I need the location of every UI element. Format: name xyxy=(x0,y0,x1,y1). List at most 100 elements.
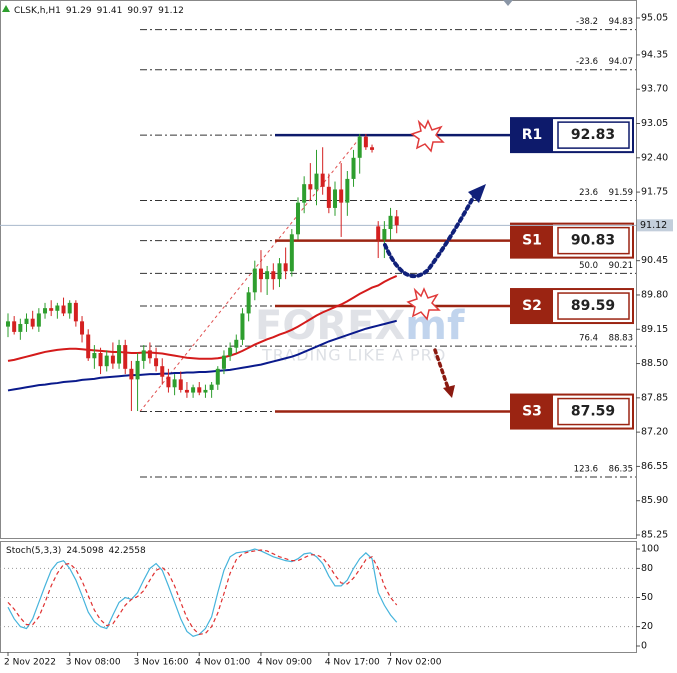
arrow-head xyxy=(443,385,455,398)
fib-price: 88.83 xyxy=(609,334,633,344)
x-tick-label: 7 Nov 02:00 xyxy=(387,658,442,668)
candle-body xyxy=(265,271,270,280)
candle-body xyxy=(302,184,307,203)
candle-body xyxy=(234,339,239,348)
candle-body xyxy=(345,178,350,203)
candle-body xyxy=(215,368,220,385)
candle-body xyxy=(166,376,171,388)
candle-body xyxy=(104,355,109,367)
level-name: S2 xyxy=(522,298,542,314)
candle-body xyxy=(277,263,282,280)
candle-body xyxy=(314,173,319,190)
y-tick-label: 89.80 xyxy=(641,289,668,300)
candle-body xyxy=(61,305,66,314)
arrow-head xyxy=(468,184,486,203)
candle-body xyxy=(252,268,257,293)
symbol: CLSK,h,H1 xyxy=(14,6,61,16)
x-tick-label: 4 Nov 09:00 xyxy=(257,658,312,668)
candle-body xyxy=(80,321,85,335)
symbol-icon xyxy=(2,5,10,12)
x-tick-label: 3 Nov 16:00 xyxy=(134,658,189,668)
candle-body xyxy=(73,302,78,322)
ohlc-value: 91.12 xyxy=(158,6,184,16)
candle-body xyxy=(154,358,159,367)
candle-body xyxy=(382,229,387,240)
y-tick-label: 80 xyxy=(641,563,653,574)
y-tick-label: 94.35 xyxy=(641,49,668,60)
level-tag xyxy=(511,223,553,258)
candle-body xyxy=(258,268,263,280)
candle-body xyxy=(363,136,368,148)
candle-body xyxy=(197,387,202,393)
candle-body xyxy=(98,352,103,367)
x-tick-label: 2 Nov 2022 xyxy=(4,658,56,668)
level-name: S3 xyxy=(522,404,542,420)
y-tick-label: 86.55 xyxy=(641,461,668,472)
fib-price: 86.35 xyxy=(609,464,633,474)
level-value: 92.83 xyxy=(571,127,615,143)
indicator-name: Stoch(5,3,3) xyxy=(6,546,61,556)
projection-arrow xyxy=(433,348,450,390)
candle-body xyxy=(394,216,399,226)
level-inner xyxy=(557,226,630,255)
candle-body xyxy=(289,234,294,272)
candle-body xyxy=(351,157,356,179)
fib-price: 94.83 xyxy=(609,17,633,27)
candle-body xyxy=(203,389,208,393)
y-tick-label: 88.50 xyxy=(641,358,668,369)
candle-body xyxy=(24,318,29,324)
fib-ratio: 23.6 xyxy=(579,188,598,198)
candle-body xyxy=(160,366,165,377)
x-tick-label: 4 Nov 01:00 xyxy=(195,658,250,668)
candle-body xyxy=(12,321,17,332)
candle-body xyxy=(388,215,393,230)
candle-body xyxy=(43,308,48,314)
y-tick-label: 50 xyxy=(641,592,653,603)
price-tag-label: 91.12 xyxy=(640,220,667,231)
x-tick-label: 4 Nov 17:00 xyxy=(325,658,380,668)
ohlc-value: 91.41 xyxy=(97,6,123,16)
candle-body xyxy=(55,305,60,311)
y-tick-label: 91.75 xyxy=(641,187,668,198)
fib-ratio: 123.6 xyxy=(574,464,598,474)
moving-average xyxy=(7,319,397,392)
main-frame xyxy=(0,0,637,539)
y-tick-label: 20 xyxy=(641,621,653,632)
candle-body xyxy=(376,226,381,240)
level-name: R1 xyxy=(522,127,543,143)
y-tick-label: 89.15 xyxy=(641,324,668,335)
level-tag xyxy=(511,118,553,153)
level-inner xyxy=(557,397,630,426)
candle-body xyxy=(370,147,375,150)
ohlc-value: 91.29 xyxy=(66,6,92,16)
candle-body xyxy=(228,347,233,356)
shift-marker xyxy=(503,0,513,6)
indicator-value: 24.5098 xyxy=(66,546,103,556)
stoch-header: Stoch(5,3,3) 24.5098 42.2558 xyxy=(6,546,146,556)
candle-body xyxy=(357,136,362,158)
x-tick-label: 3 Nov 08:00 xyxy=(66,658,121,668)
annotations xyxy=(383,119,486,398)
candle-body xyxy=(18,323,23,332)
candle-body xyxy=(308,184,313,190)
y-tick-label: 87.20 xyxy=(641,427,668,438)
candle-body xyxy=(147,350,152,359)
y-tick-label: 90.45 xyxy=(641,255,668,266)
candle-body xyxy=(110,355,115,364)
candle-body xyxy=(129,368,134,380)
fib-ratio: 50.0 xyxy=(579,261,598,271)
candle-body xyxy=(92,352,97,359)
candle-body xyxy=(326,186,331,208)
y-tick-label: 100 xyxy=(641,544,659,555)
fib-ratio: -38.2 xyxy=(576,17,598,27)
y-tick-label: 92.40 xyxy=(641,152,668,163)
y-tick-label: 87.85 xyxy=(641,392,668,403)
level-tag xyxy=(511,394,553,429)
ohlc-value: 90.97 xyxy=(127,6,153,16)
y-tick-label: 85.90 xyxy=(641,495,668,506)
candle-body xyxy=(191,387,196,393)
candle-body xyxy=(271,271,276,280)
level-name: S1 xyxy=(522,233,542,249)
